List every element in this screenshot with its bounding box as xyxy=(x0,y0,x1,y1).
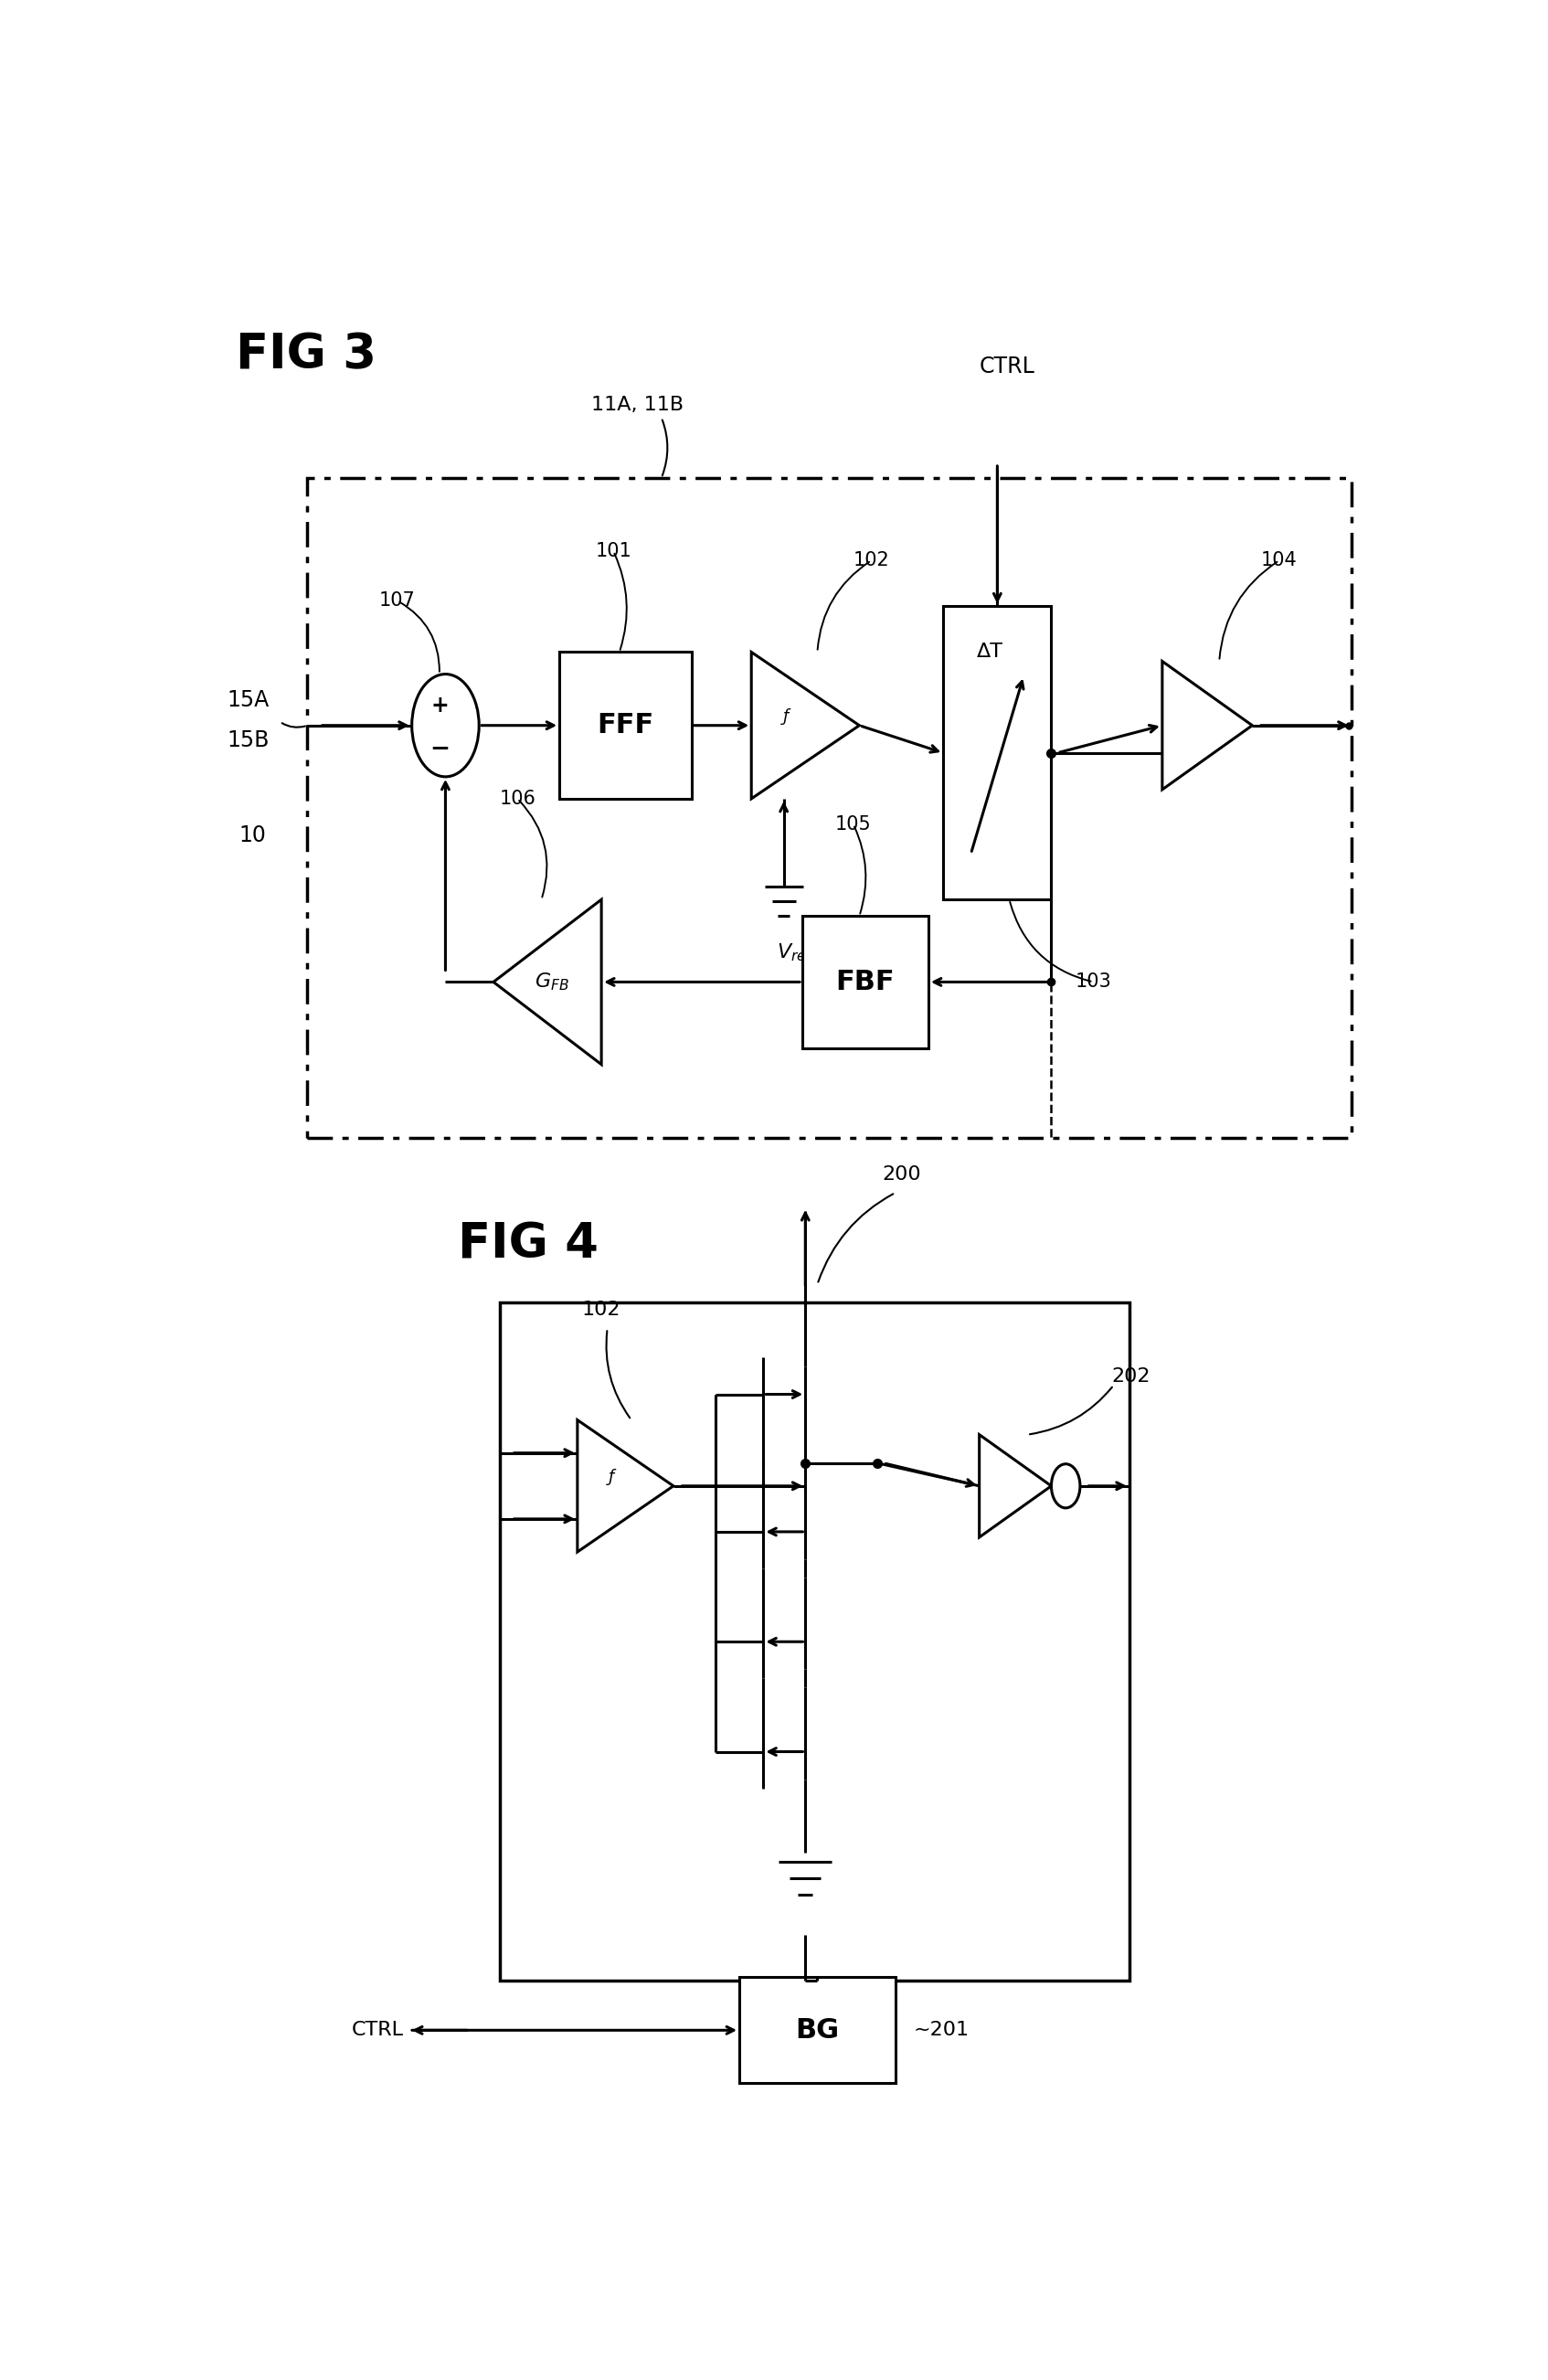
Polygon shape xyxy=(577,1421,673,1552)
Text: 107: 107 xyxy=(379,593,415,609)
Text: 103: 103 xyxy=(1076,973,1111,990)
Text: 15A: 15A xyxy=(228,688,269,712)
Text: 105: 105 xyxy=(836,816,872,833)
Text: FFF: FFF xyxy=(598,712,653,738)
Bar xyxy=(943,607,1051,900)
Text: 15B: 15B xyxy=(228,728,269,752)
Bar xyxy=(559,652,692,800)
Bar xyxy=(500,1302,1130,1980)
Polygon shape xyxy=(980,1435,1051,1537)
Text: 200: 200 xyxy=(882,1166,921,1183)
Polygon shape xyxy=(1163,662,1252,790)
Text: −: − xyxy=(429,738,449,762)
Text: +: + xyxy=(430,695,449,716)
Polygon shape xyxy=(751,652,859,800)
Text: CTRL: CTRL xyxy=(978,355,1034,376)
Text: ƒ: ƒ xyxy=(608,1468,615,1485)
Text: $V_{ref}$: $V_{ref}$ xyxy=(777,942,814,964)
Text: 104: 104 xyxy=(1262,552,1297,569)
Circle shape xyxy=(1051,1464,1081,1509)
Text: 102: 102 xyxy=(582,1302,621,1319)
Text: ΔT: ΔT xyxy=(977,643,1003,662)
Text: ~201: ~201 xyxy=(913,2021,969,2040)
Text: FIG 4: FIG 4 xyxy=(458,1221,598,1269)
Text: 202: 202 xyxy=(1111,1366,1150,1385)
Text: FIG 3: FIG 3 xyxy=(235,331,376,378)
Text: CTRL: CTRL xyxy=(351,2021,404,2040)
Text: 10: 10 xyxy=(238,823,266,847)
Text: 106: 106 xyxy=(498,790,536,807)
Polygon shape xyxy=(494,900,601,1064)
Text: 11A, 11B: 11A, 11B xyxy=(591,395,684,414)
Bar xyxy=(740,1978,895,2082)
Bar xyxy=(802,916,929,1047)
Text: BG: BG xyxy=(796,2016,839,2044)
Text: $G_{FB}$: $G_{FB}$ xyxy=(536,971,570,992)
Text: FBF: FBF xyxy=(836,969,895,995)
Text: 102: 102 xyxy=(853,552,890,569)
Bar xyxy=(308,478,1351,1138)
Text: 101: 101 xyxy=(596,543,632,559)
Text: ƒ: ƒ xyxy=(783,707,789,724)
Circle shape xyxy=(412,674,478,776)
